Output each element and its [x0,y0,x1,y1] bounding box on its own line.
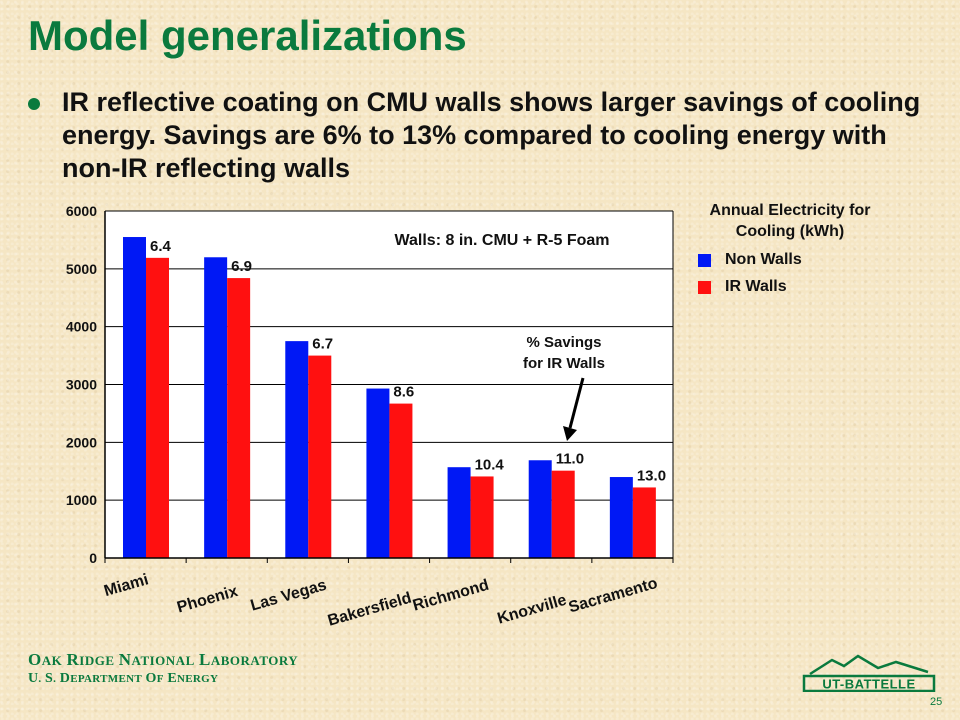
bar-ir-walls [146,257,169,558]
bar-non-walls [204,257,228,558]
category-label: Phoenix [175,583,240,617]
bar-ir-walls [389,403,413,558]
savings-label: 6.7 [312,336,333,353]
savings-arrow-line [568,377,585,429]
y-tick-label: 2000 [66,434,97,450]
chart-legend: Annual Electricity for Cooling (kWh) Non… [690,200,910,296]
category-label: Las Vegas [249,577,329,615]
y-tick-label: 4000 [66,319,97,335]
bar-non-walls [366,388,390,558]
category-label: Sacramento [567,575,660,617]
legend-swatch-non-walls [698,253,711,267]
legend-swatch-ir-walls [698,280,711,294]
savings-label: 11.0 [556,451,584,468]
y-tick-label: 3000 [66,377,97,393]
bullet-icon [28,98,40,110]
legend-label-ir-walls: IR Walls [725,278,787,295]
legend-item-ir-walls: IR Walls [698,278,910,296]
legend-label-non-walls: Non Walls [725,251,802,268]
bar-non-walls [609,477,633,558]
ut-battelle-logo: UT-BATTELLE [802,654,936,692]
annotation-walls: Walls: 8 in. CMU + R-5 Foam [395,232,610,249]
category-label: Richmond [411,577,491,615]
footer-department: U. S. DEPARTMENT OF ENERGY [28,671,219,686]
bar-ir-walls [632,487,656,558]
svg-text:UT-BATTELLE: UT-BATTELLE [822,677,915,692]
savings-arrow-head [563,426,577,441]
savings-label: 6.4 [150,238,172,255]
bar-non-walls [528,460,552,558]
slide-title: Model generalizations [28,12,467,59]
category-label: Miami [102,571,150,600]
bullet-text: IR reflective coating on CMU walls shows… [62,87,921,183]
annotation-savings-line2: for IR Walls [523,355,605,372]
category-label: Bakersfield [326,590,414,630]
bar-non-walls [123,237,146,558]
y-tick-label: 1000 [66,492,97,508]
page-number: 25 [930,696,943,708]
bar-non-walls [447,467,471,558]
y-tick-label: 0 [89,550,97,566]
savings-label: 8.6 [393,384,414,401]
footer-lab-name: OAK RIDGE NATIONAL LABORATORY [28,650,299,669]
savings-label: 6.9 [231,258,252,275]
bar-non-walls [285,341,309,558]
bar-chart: 0 1000 2000 3000 4000 5000 6000 6.4 Miami 6.9 Phoe… [66,203,674,630]
legend-item-non-walls: Non Walls [698,251,910,269]
savings-label: 13.0 [637,467,666,484]
category-label: Knoxville [496,592,569,628]
legend-title: Annual Electricity for Cooling (kWh) [709,202,871,240]
annotation-savings-line1: % Savings [526,334,601,351]
bar-ir-walls [470,476,494,558]
bar-ir-walls [551,470,575,558]
savings-label: 10.4 [475,456,505,473]
y-tick-label: 6000 [66,203,97,219]
bar-ir-walls [227,278,251,558]
y-tick-label: 5000 [66,261,97,277]
bar-ir-walls [308,355,332,558]
